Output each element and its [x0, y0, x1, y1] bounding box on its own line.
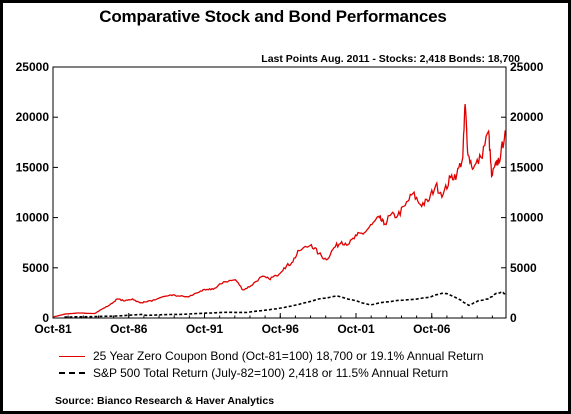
chart-source: Source: Bianco Research & Haver Analytic… [55, 395, 275, 407]
legend-label-stocks: S&P 500 Total Return (July-82=100) 2,418… [93, 366, 449, 380]
x-tick-label: Oct-91 [186, 322, 224, 336]
x-tick-label: Oct-86 [110, 322, 148, 336]
y-tick-label-left: 25000 [16, 60, 50, 74]
y-tick-label-right: 15000 [510, 160, 544, 174]
y-tick-label-left: 0 [42, 311, 49, 325]
legend-swatch-stocks [59, 372, 85, 374]
y-tick-label-left: 20000 [16, 110, 50, 124]
x-tick-label: Oct-81 [34, 322, 72, 336]
y-tick-label-right: 10000 [510, 211, 544, 225]
line-chart: 0 0 5000 5000 10000 10000 15000 15000 20000 20000… [16, 60, 544, 336]
y-tick-label-left: 5000 [22, 261, 49, 275]
chart-title: Comparative Stock and Bond Performances [99, 7, 447, 26]
y-tick-label-right: 0 [510, 311, 517, 325]
series-line-stocks [64, 291, 506, 318]
x-tick-label: Oct-01 [337, 322, 375, 336]
x-tick-label: Oct-06 [413, 322, 451, 336]
legend-item-stocks: S&P 500 Total Return (July-82=100) 2,418… [59, 366, 448, 380]
plot-border [52, 66, 507, 319]
legend-swatch-bond [59, 355, 85, 357]
legend-item-bond: 25 Year Zero Coupon Bond (Oct-81=100) 18… [59, 349, 484, 363]
y-tick-label-left: 15000 [16, 160, 50, 174]
chart-frame: Comparative Stock and Bond Performances … [3, 3, 568, 411]
y-tick-label-right: 20000 [510, 110, 544, 124]
y-tick-label-right: 25000 [510, 60, 544, 74]
x-tick-label: Oct-96 [262, 322, 300, 336]
chart-subtitle: Last Points Aug. 2011 - Stocks: 2,418 Bo… [261, 53, 520, 65]
y-tick-label-left: 10000 [16, 211, 50, 225]
y-tick-label-right: 5000 [510, 261, 537, 275]
legend-label-bond: 25 Year Zero Coupon Bond (Oct-81=100) 18… [93, 349, 484, 363]
series-line-bond [52, 104, 506, 318]
